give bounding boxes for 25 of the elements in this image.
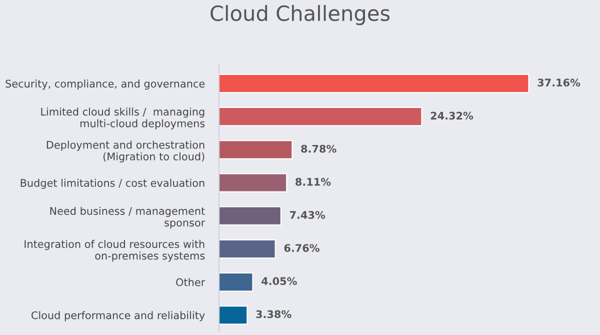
bar <box>219 239 276 259</box>
data-label: 24.32% <box>430 112 474 120</box>
bar <box>219 106 422 126</box>
y-tick-label: Deployment and orchestration (Migration to cloud) <box>46 140 204 162</box>
data-label: 6.76% <box>284 244 320 252</box>
data-label: 4.05% <box>262 277 297 286</box>
y-tick-label: Limited cloud skills / managing multi-cloud deploymens <box>41 108 205 130</box>
bar <box>219 206 282 226</box>
bar <box>219 272 254 292</box>
bar <box>219 305 248 325</box>
data-label: 8.11% <box>296 178 331 186</box>
y-tick-label: Cloud performance and reliability <box>32 311 205 322</box>
data-label: 3.38% <box>256 310 292 318</box>
bar <box>219 140 293 160</box>
bar <box>219 173 288 192</box>
data-label: 7.43% <box>290 210 326 219</box>
y-tick-label: Need business / management sponsor <box>50 206 206 229</box>
bar <box>219 74 530 94</box>
data-label: 37.16% <box>538 78 580 87</box>
y-tick-label: Other <box>176 278 206 286</box>
data-label: 8.78% <box>301 144 336 153</box>
y-tick-label: Integration of cloud resources with on-premises systems <box>24 240 205 262</box>
y-tick-label: Budget limitations / cost evaluation <box>20 178 204 189</box>
chart-title: Cloud Challenges <box>210 4 390 26</box>
y-tick-label: Security, compliance, and governance <box>6 80 205 90</box>
